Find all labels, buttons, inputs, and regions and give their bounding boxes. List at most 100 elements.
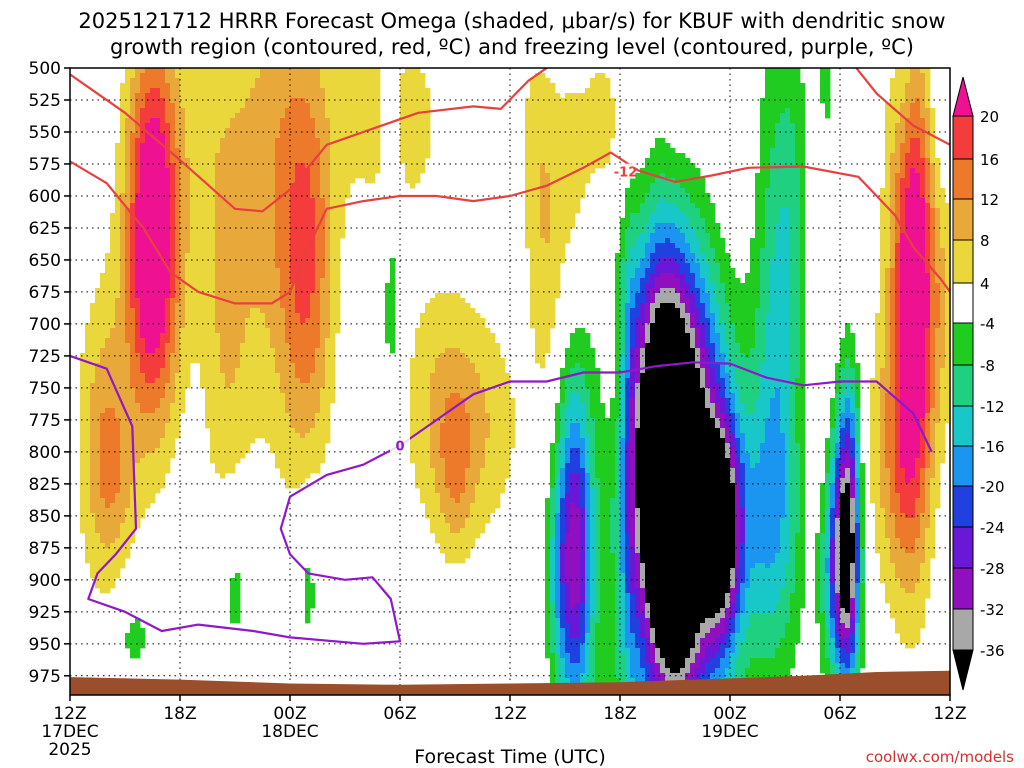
omega-cell <box>295 188 301 194</box>
omega-cell <box>135 233 141 239</box>
omega-cell <box>400 148 406 154</box>
omega-cell <box>95 508 101 514</box>
omega-cell <box>415 398 421 404</box>
omega-cell <box>190 313 196 319</box>
omega-cell <box>120 358 126 364</box>
omega-cell <box>280 468 286 474</box>
omega-cell <box>220 293 226 299</box>
omega-cell <box>290 178 296 184</box>
omega-cell <box>360 148 366 154</box>
omega-cell <box>170 73 176 79</box>
omega-cell <box>360 103 366 109</box>
omega-cell <box>285 273 291 279</box>
omega-cell <box>170 83 176 89</box>
omega-cell <box>115 253 121 259</box>
omega-cell <box>330 168 336 174</box>
omega-cell <box>325 333 331 339</box>
omega-cell <box>175 113 181 119</box>
omega-cell <box>245 323 251 329</box>
omega-cell <box>260 228 266 234</box>
omega-cell <box>440 313 446 319</box>
omega-cell <box>460 358 466 364</box>
omega-cell <box>155 218 161 224</box>
omega-cell <box>125 428 131 434</box>
omega-cell <box>305 168 311 174</box>
omega-cell <box>205 203 211 209</box>
omega-cell <box>460 353 466 359</box>
omega-cell <box>120 238 126 244</box>
omega-cell <box>170 198 176 204</box>
omega-cell <box>315 283 321 289</box>
omega-cell <box>305 578 311 584</box>
omega-cell <box>285 368 291 374</box>
omega-cell <box>240 263 246 269</box>
omega-cell <box>155 73 161 79</box>
omega-cell <box>255 413 261 419</box>
omega-cell <box>465 428 471 434</box>
omega-cell <box>155 228 161 234</box>
omega-cell <box>310 68 316 74</box>
omega-cell <box>240 363 246 369</box>
omega-cell <box>120 273 126 279</box>
omega-cell <box>125 308 131 314</box>
omega-cell <box>245 313 251 319</box>
omega-cell <box>100 338 106 344</box>
omega-cell <box>300 458 306 464</box>
omega-cell <box>240 393 246 399</box>
omega-cell <box>245 393 251 399</box>
omega-cell <box>365 143 371 149</box>
omega-cell <box>120 538 126 544</box>
omega-cell <box>365 103 371 109</box>
omega-cell <box>265 413 271 419</box>
omega-cell <box>315 253 321 259</box>
omega-cell <box>175 253 181 259</box>
omega-cell <box>295 458 301 464</box>
omega-cell <box>140 323 146 329</box>
omega-cell <box>330 138 336 144</box>
omega-cell <box>415 93 421 99</box>
omega-cell <box>420 443 426 449</box>
omega-cell <box>330 278 336 284</box>
omega-cell <box>165 198 171 204</box>
omega-cell <box>310 278 316 284</box>
omega-cell <box>455 398 461 404</box>
omega-cell <box>135 293 141 299</box>
omega-cell <box>245 353 251 359</box>
omega-cell <box>195 88 201 94</box>
omega-cell <box>235 243 241 249</box>
omega-cell <box>245 223 251 229</box>
omega-cell <box>370 68 376 74</box>
omega-cell <box>150 388 156 394</box>
omega-cell <box>190 243 196 249</box>
omega-cell <box>400 153 406 159</box>
omega-cell <box>470 428 476 434</box>
omega-cell <box>335 178 341 184</box>
omega-cell <box>290 483 296 489</box>
omega-cell <box>180 408 186 414</box>
omega-cell <box>130 353 136 359</box>
omega-cell <box>145 378 151 384</box>
omega-cell <box>265 378 271 384</box>
omega-cell <box>135 148 141 154</box>
omega-cell <box>160 138 166 144</box>
omega-cell <box>335 133 341 139</box>
omega-cell <box>135 348 141 354</box>
omega-cell <box>270 153 276 159</box>
omega-cell <box>360 173 366 179</box>
omega-cell <box>300 188 306 194</box>
omega-cell <box>230 353 236 359</box>
omega-cell <box>470 408 476 414</box>
omega-cell <box>130 188 136 194</box>
omega-cell <box>320 218 326 224</box>
omega-cell <box>130 193 136 199</box>
omega-cell <box>220 173 226 179</box>
omega-cell <box>450 528 456 534</box>
omega-cell <box>265 423 271 429</box>
omega-cell <box>220 103 226 109</box>
omega-cell <box>225 333 231 339</box>
omega-cell <box>320 458 326 464</box>
omega-cell <box>290 313 296 319</box>
omega-cell <box>470 378 476 384</box>
omega-cell <box>450 423 456 429</box>
omega-cell <box>235 178 241 184</box>
